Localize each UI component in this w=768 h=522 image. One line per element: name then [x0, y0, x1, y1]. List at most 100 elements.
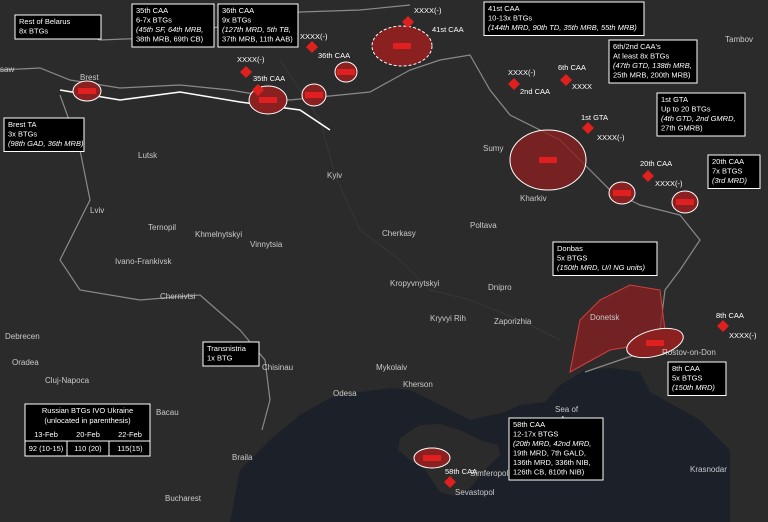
callout-box — [508, 417, 604, 481]
table-header: 20-Feb — [76, 430, 100, 439]
callout-text: (127th MRD, 5th TB, — [222, 25, 291, 34]
callout-text: 10-13x BTGs — [488, 13, 532, 22]
unit-label: 2nd CAA — [520, 87, 550, 96]
city-label: Tambov — [725, 35, 753, 44]
unit-marker — [717, 320, 729, 332]
callout-text: (45th SF, 64th MRB, — [136, 25, 203, 34]
unit-label: 20th CAA — [640, 159, 672, 168]
city-label: Chernivtsi — [160, 292, 196, 301]
unit-label: XXXX — [572, 82, 592, 91]
callout-text: 1x BTG — [207, 353, 233, 362]
city-label: Ternopil — [148, 223, 176, 232]
table-title: Russian BTGs IVO Ukraine — [42, 406, 133, 415]
unit-label: XXXX(-) — [300, 32, 328, 41]
unit-label: XXXX(-) — [655, 179, 683, 188]
callout-box — [14, 14, 102, 40]
city-label: Khmelnytskyi — [195, 230, 242, 239]
city-label: Oradea — [12, 358, 39, 367]
unit-label: 41st CAA — [432, 25, 464, 34]
unit-marker — [508, 78, 520, 90]
callout-text: At least 8x BTGs — [613, 51, 670, 60]
unit-marker — [306, 41, 318, 53]
unit-symbols — [305, 92, 323, 98]
callout-text: 9x BTGs — [222, 15, 251, 24]
city-label: Debrecen — [5, 332, 40, 341]
unit-symbols — [259, 97, 277, 103]
city-label: Sea of — [555, 405, 579, 414]
callout-text: (3rd MRD) — [712, 176, 748, 185]
table-title: (unlocated in parenthesis) — [44, 416, 131, 425]
unit-marker — [582, 122, 594, 134]
unit-label: XXXX(-) — [414, 6, 442, 15]
callout-text: Brest TA — [8, 120, 36, 129]
city-label: Mykolaiv — [376, 363, 407, 372]
river — [279, 59, 561, 341]
highlighted-border — [59, 89, 331, 131]
west-border — [59, 94, 271, 431]
unit-marker — [402, 16, 414, 28]
callout-text: 6th/2nd CAA's — [613, 42, 661, 51]
city-label: Kyiv — [327, 171, 342, 180]
unit-label: 8th CAA — [716, 311, 744, 320]
callout-text: 1st GTA — [661, 95, 688, 104]
unit-symbols — [337, 69, 355, 75]
unit-label: XXXX(-) — [729, 331, 757, 340]
callout-text: 58th CAA — [513, 420, 545, 429]
callout-text: 12-17x BTGS — [513, 429, 558, 438]
callout-text: 35th CAA — [136, 6, 168, 15]
unit-symbols — [676, 199, 694, 205]
city-label: Braila — [232, 453, 253, 462]
callout-text: 3x BTGs — [8, 129, 37, 138]
city-label: Chisinau — [262, 363, 293, 372]
city-label: Ivano-Frankivsk — [115, 257, 172, 266]
callout-text: 8th CAA — [672, 364, 700, 373]
callout-text: 126th CB, 810th NIB) — [513, 467, 585, 476]
callout-text: (4th GTD, 2nd GMRD, — [661, 114, 736, 123]
table-cell: 115(15) — [117, 444, 143, 453]
ukraine-border — [0, 54, 701, 373]
unit-label: 1st GTA — [581, 113, 608, 122]
callout-text: Up to 20 BTGs — [661, 104, 711, 113]
callout-text: 37th MRB, 11th AAB) — [222, 34, 293, 43]
callout-text: 19th MRD, 7th GALD, — [513, 448, 586, 457]
city-label: saw — [0, 65, 14, 74]
callout-box — [202, 341, 260, 367]
city-label: Simferopol — [470, 469, 508, 478]
unit-symbols — [539, 157, 557, 163]
callout-text: (150th MRD) — [672, 383, 715, 392]
table-header: 13-Feb — [34, 430, 58, 439]
city-label: Lutsk — [138, 151, 158, 160]
unit-label: XXXX(-) — [237, 55, 265, 64]
unit-label: 36th CAA — [318, 51, 350, 60]
callout-text: 38th MRB, 69th CB) — [136, 34, 204, 43]
callout-text: Rest of Belarus — [19, 17, 71, 26]
callout-box — [608, 39, 698, 84]
unit-label: 35th CAA — [253, 74, 285, 83]
callout-text: 41st CAA — [488, 4, 520, 13]
city-label: Brest — [80, 73, 99, 82]
unit-marker — [560, 74, 572, 86]
city-label: Donetsk — [590, 313, 620, 322]
unit-symbols — [423, 455, 441, 461]
callout-text: 20th CAA — [712, 157, 744, 166]
unit-marker — [252, 84, 264, 96]
callout-text: (47th GTD, 138th MRB, — [613, 61, 692, 70]
callout-box — [552, 241, 658, 276]
callout-box — [3, 117, 85, 152]
callout-text: 136th MRD, 336th NIB, — [513, 458, 591, 467]
labels: sawBrestLublinLutskLvivTernopilKhmelnyts… — [0, 1, 761, 503]
callout-box — [667, 361, 727, 396]
donbas-area — [569, 284, 666, 373]
callout-text: 25th MRB, 200th MRB) — [613, 70, 691, 79]
callout-box — [707, 154, 761, 189]
unit-label: 58th CAA — [445, 467, 477, 476]
callout-text: 36th CAA — [222, 6, 254, 15]
unit-marker — [444, 476, 456, 488]
table-box — [24, 403, 151, 457]
callout-text: 5x BTGS — [557, 253, 587, 262]
unit-label: 6th CAA — [558, 63, 586, 72]
callout-box — [483, 1, 645, 36]
city-label: Sevastopol — [455, 488, 495, 497]
callout-text: (150th MRD, U/I NG units) — [557, 263, 645, 272]
